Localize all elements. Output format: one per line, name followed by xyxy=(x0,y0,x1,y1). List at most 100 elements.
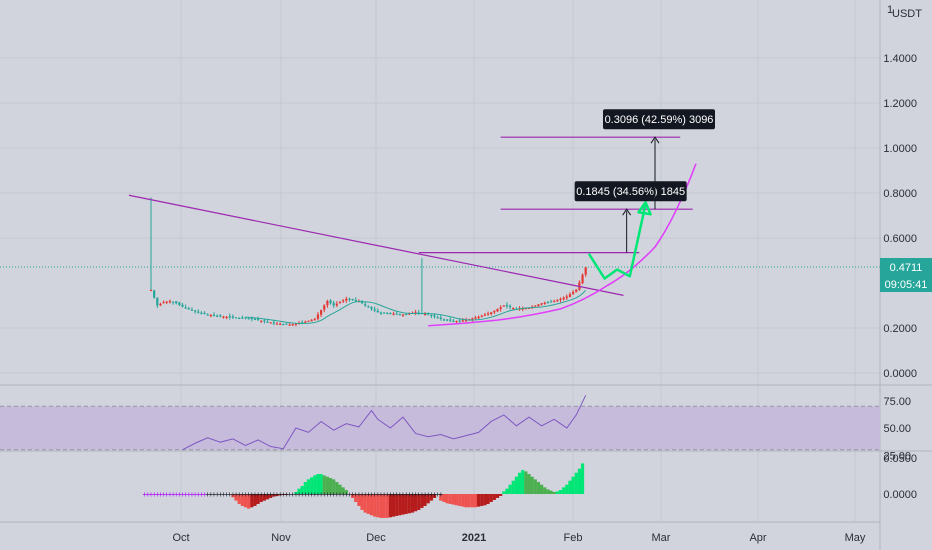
oscillator-bar xyxy=(562,487,566,494)
oscillator-bar xyxy=(429,494,433,501)
candle-body xyxy=(405,313,408,316)
oscillator-bar xyxy=(483,494,487,506)
squeeze-marker: + xyxy=(398,490,403,499)
squeeze-marker: + xyxy=(300,490,305,499)
candle-body xyxy=(216,315,219,317)
candle-body xyxy=(184,307,187,309)
oscillator-bar xyxy=(555,491,559,494)
candle-body xyxy=(360,301,364,304)
squeeze-marker: + xyxy=(284,490,289,499)
candle-body xyxy=(474,317,477,319)
oscillator-bar xyxy=(543,487,547,494)
oscillator-bar xyxy=(376,494,380,518)
squeeze-marker: + xyxy=(174,490,179,499)
candle-body xyxy=(383,312,386,314)
oscillator-pane[interactable]: ++++++++++++++++++++++++++++++++++++++++… xyxy=(142,463,585,518)
candle-body xyxy=(549,301,553,303)
squeeze-marker: + xyxy=(404,490,409,499)
squeeze-marker: + xyxy=(205,490,210,499)
oscillator-bar xyxy=(410,494,415,513)
candle-body xyxy=(194,310,197,312)
oscillator-bar xyxy=(382,494,386,518)
oscillator-bar xyxy=(303,482,307,494)
candle-body xyxy=(524,308,527,310)
measure-arrow xyxy=(650,136,660,144)
oscillator-bar xyxy=(404,494,408,514)
rsi-line xyxy=(182,395,587,451)
candle-body xyxy=(483,314,486,316)
time-axis-label: 2021 xyxy=(462,532,486,544)
candle-body xyxy=(241,317,244,319)
squeeze-marker: + xyxy=(287,490,292,499)
squeeze-marker: + xyxy=(341,490,346,499)
candle-body xyxy=(556,299,559,302)
squeeze-marker: + xyxy=(369,490,374,499)
candle-body xyxy=(338,302,342,304)
squeeze-marker: + xyxy=(221,490,226,499)
oscillator-bar xyxy=(495,494,500,498)
candle-body xyxy=(559,298,562,300)
oscillator-bar xyxy=(294,492,298,494)
candle-body xyxy=(149,289,153,291)
candle-body xyxy=(348,298,351,300)
oscillator-bar xyxy=(398,494,402,516)
candle-body xyxy=(178,302,181,305)
oscillator-bar xyxy=(388,494,392,518)
candle-body xyxy=(206,314,209,316)
oscillator-bar xyxy=(357,494,361,506)
squeeze-marker: + xyxy=(347,490,352,499)
price-pane[interactable]: 0.1845 (34.56%) 1845 0.3096 (42.59%) 3096 xyxy=(0,109,880,327)
candle-body xyxy=(386,312,389,315)
oscillator-bar xyxy=(432,494,437,498)
candle-body xyxy=(354,299,357,302)
candle-body xyxy=(275,323,279,325)
squeeze-marker: + xyxy=(146,490,151,499)
candle-body xyxy=(562,297,565,300)
oscillator-axis-label: 0.0000 xyxy=(883,489,917,501)
candle-body xyxy=(408,313,411,315)
squeeze-marker: + xyxy=(306,490,311,499)
squeeze-marker: + xyxy=(294,490,299,499)
oscillator-bar xyxy=(322,475,326,494)
oscillator-bar xyxy=(281,494,285,495)
moving-average-line xyxy=(245,290,587,325)
squeeze-marker: + xyxy=(331,490,336,499)
squeeze-marker: + xyxy=(240,490,245,499)
squeeze-marker: + xyxy=(183,490,188,499)
squeeze-marker: + xyxy=(190,490,195,499)
oscillator-bar xyxy=(297,488,301,494)
candle-body xyxy=(436,317,439,319)
oscillator-bar xyxy=(237,494,241,504)
oscillator-bar xyxy=(486,494,490,504)
oscillator-bar xyxy=(234,494,238,501)
time-axis-label: May xyxy=(845,532,866,544)
squeeze-marker: + xyxy=(246,490,251,499)
countdown-badge xyxy=(880,276,932,293)
squeeze-marker: + xyxy=(180,490,185,499)
candle-body xyxy=(266,321,269,323)
time-axis-label: Apr xyxy=(749,532,766,544)
oscillator-bar xyxy=(300,486,304,494)
candle-body xyxy=(310,319,313,322)
squeeze-marker: + xyxy=(426,490,431,499)
rsi-pane[interactable] xyxy=(0,395,880,451)
candle-body xyxy=(244,317,247,319)
candle-body xyxy=(190,309,194,311)
oscillator-bar xyxy=(231,494,235,498)
oscillator-bar xyxy=(265,494,270,500)
squeeze-marker: + xyxy=(297,490,302,499)
time-axis-label: Oct xyxy=(172,532,189,544)
squeeze-marker: + xyxy=(432,490,437,499)
squeeze-marker: + xyxy=(272,490,277,499)
squeeze-marker: + xyxy=(316,490,321,499)
candle-body xyxy=(175,301,178,304)
candle-body xyxy=(493,310,496,313)
measure-label: 0.3096 (42.59%) 3096 xyxy=(605,114,714,126)
squeeze-marker: + xyxy=(366,490,371,499)
candle-body xyxy=(234,317,238,319)
candle-body xyxy=(326,301,329,306)
measure-label: 0.1845 (34.56%) 1845 xyxy=(576,186,685,198)
candle-body xyxy=(250,317,253,320)
candle-body xyxy=(291,324,294,326)
